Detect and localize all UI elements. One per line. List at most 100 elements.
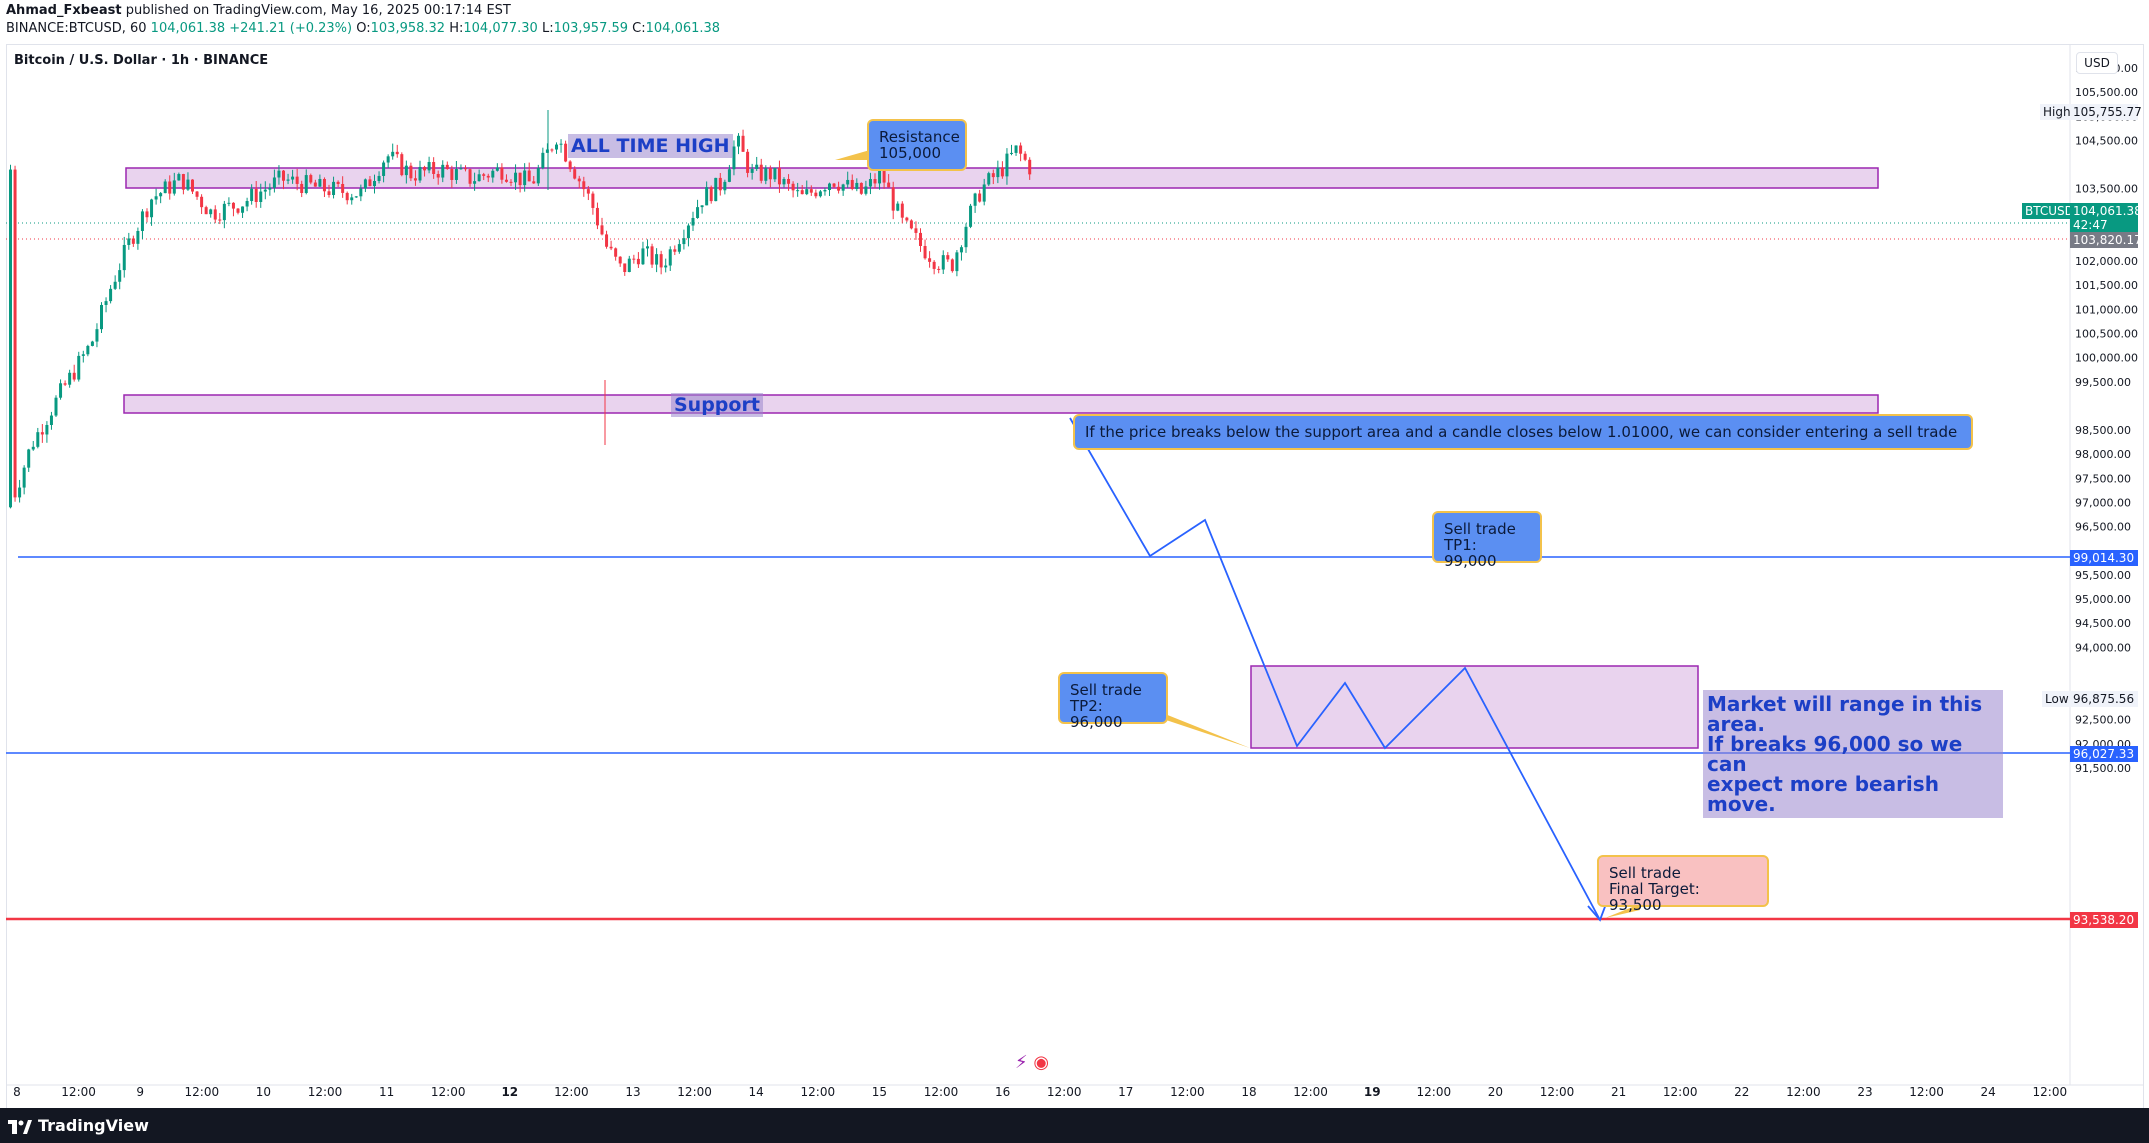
low-label: L: xyxy=(541,21,554,36)
candle-body xyxy=(9,169,12,508)
time-tick-label: 12:00 xyxy=(1909,1085,1944,1099)
candle-body xyxy=(277,170,281,178)
candle-body xyxy=(341,183,345,193)
candle-body xyxy=(95,329,99,342)
footer-brand-text: TradingView xyxy=(38,1116,149,1135)
time-tick-label: 9 xyxy=(136,1085,144,1099)
candle-body xyxy=(395,151,399,155)
candle-body xyxy=(72,372,76,380)
low-value: 103,957.59 xyxy=(553,21,629,36)
lightning-icon[interactable]: ⚡ xyxy=(1015,1052,1028,1073)
candle-body xyxy=(45,424,49,435)
high-label: H: xyxy=(449,21,464,36)
price-tick-label: 95,500.00 xyxy=(2075,569,2131,582)
time-tick-label: 8 xyxy=(13,1085,21,1099)
close-value: 104,061.38 xyxy=(645,21,721,36)
candle-body xyxy=(782,178,786,185)
support-label[interactable]: Support xyxy=(671,393,763,417)
candle-body xyxy=(122,244,126,271)
tp1-callout[interactable]: Sell trade TP1: 99,000 xyxy=(1432,511,1542,569)
tradingview-logo[interactable]: TradingView xyxy=(8,1116,149,1135)
candle-body xyxy=(436,173,440,178)
candle-body xyxy=(486,175,490,178)
candle-body xyxy=(586,189,590,194)
last-price: 104,061.38 xyxy=(150,21,226,36)
final-target-callout[interactable]: Sell trade Final Target: 93,500 xyxy=(1597,855,1769,913)
candle-body xyxy=(955,252,959,272)
candle-body xyxy=(686,225,690,239)
symbol-tag-badge: BTCUSD xyxy=(2022,203,2077,219)
candle-body xyxy=(837,186,841,191)
candle-body xyxy=(732,146,736,170)
candle-body xyxy=(377,175,381,181)
candle-body xyxy=(373,180,376,187)
time-tick-label: 12:00 xyxy=(431,1085,466,1099)
current-price-badge: 104,061.38 xyxy=(2070,203,2142,219)
candle-body xyxy=(195,191,199,197)
low-value-badge: 96,875.56 xyxy=(2070,691,2138,707)
range-note-label[interactable]: Market will range in this area. If break… xyxy=(1703,690,2003,818)
candle-body xyxy=(914,228,918,233)
candle-body xyxy=(191,179,194,192)
candle-body xyxy=(450,169,454,180)
chart-symbol-title[interactable]: Bitcoin / U.S. Dollar · 1h · BINANCE xyxy=(14,53,269,68)
resistance-callout[interactable]: Resistance 105,000 xyxy=(867,119,967,171)
candle-body xyxy=(454,169,458,180)
candle-body xyxy=(286,179,290,181)
tp2-callout[interactable]: Sell trade TP2: 96,000 xyxy=(1058,672,1168,730)
candle-body xyxy=(245,201,249,207)
candle-body xyxy=(700,205,704,208)
price-axis[interactable]: 106,000.00105,500.00105,000.00104,500.00… xyxy=(2075,62,2138,775)
time-tick-label: 10 xyxy=(256,1085,271,1099)
time-tick-label: 12:00 xyxy=(61,1085,96,1099)
tp1-level-badge: 99,014.30 xyxy=(2070,550,2138,566)
candle-body xyxy=(609,246,613,249)
all-time-high-label[interactable]: ALL TIME HIGH xyxy=(568,134,733,158)
high-value-badge: 105,755.77 xyxy=(2070,104,2142,120)
candle-body xyxy=(850,179,854,190)
candle-body xyxy=(59,383,63,398)
countdown-badge: 42:47 xyxy=(2070,217,2138,233)
candle-body xyxy=(127,238,131,245)
candle-body xyxy=(13,169,17,498)
candle-body xyxy=(250,188,254,202)
candle-body xyxy=(568,161,572,170)
author-name[interactable]: Ahmad_Fxbeast xyxy=(6,3,122,18)
us-flag-icon[interactable]: ◉ xyxy=(1033,1052,1050,1073)
candle-body xyxy=(823,189,827,192)
time-tick-label: 12:00 xyxy=(1417,1085,1452,1099)
candle-body xyxy=(68,372,72,385)
open-value: 103,958.32 xyxy=(370,21,446,36)
time-axis[interactable]: 8 12:00 9 12:00 10 12:00 11 12:00 12 12:00 13 12:00… xyxy=(13,1085,2067,1099)
candle-body xyxy=(864,186,868,194)
candle-body xyxy=(859,182,863,194)
price-tick-label: 91,500.00 xyxy=(2075,762,2131,775)
currency-button[interactable]: USD xyxy=(2076,52,2118,74)
candle-body xyxy=(154,196,158,200)
candle-body xyxy=(923,245,927,259)
candle-body xyxy=(677,244,681,252)
time-tick-label: 12:00 xyxy=(677,1085,712,1099)
candle-body xyxy=(655,254,659,265)
candle-body xyxy=(805,189,809,195)
candle-body xyxy=(714,177,718,202)
chart-frame[interactable] xyxy=(6,44,2144,1139)
candle-body xyxy=(200,196,204,208)
candle-body xyxy=(423,166,427,171)
breakdown-note-callout[interactable]: If the price breaks below the support ar… xyxy=(1073,414,1973,450)
time-tick-label: 13 xyxy=(625,1085,640,1099)
candle-body xyxy=(327,191,331,196)
candle-body xyxy=(172,180,176,194)
candle-body xyxy=(632,258,636,260)
candle-body xyxy=(413,178,417,181)
candle-body xyxy=(49,415,53,425)
candle-body xyxy=(259,191,263,203)
candle-body xyxy=(832,183,836,187)
price-tick-label: 97,500.00 xyxy=(2075,472,2131,485)
time-tick-label: 11 xyxy=(379,1085,394,1099)
candle-body xyxy=(104,301,108,305)
candle-body xyxy=(400,154,404,176)
candle-body xyxy=(982,184,986,202)
open-label: O: xyxy=(356,21,371,36)
